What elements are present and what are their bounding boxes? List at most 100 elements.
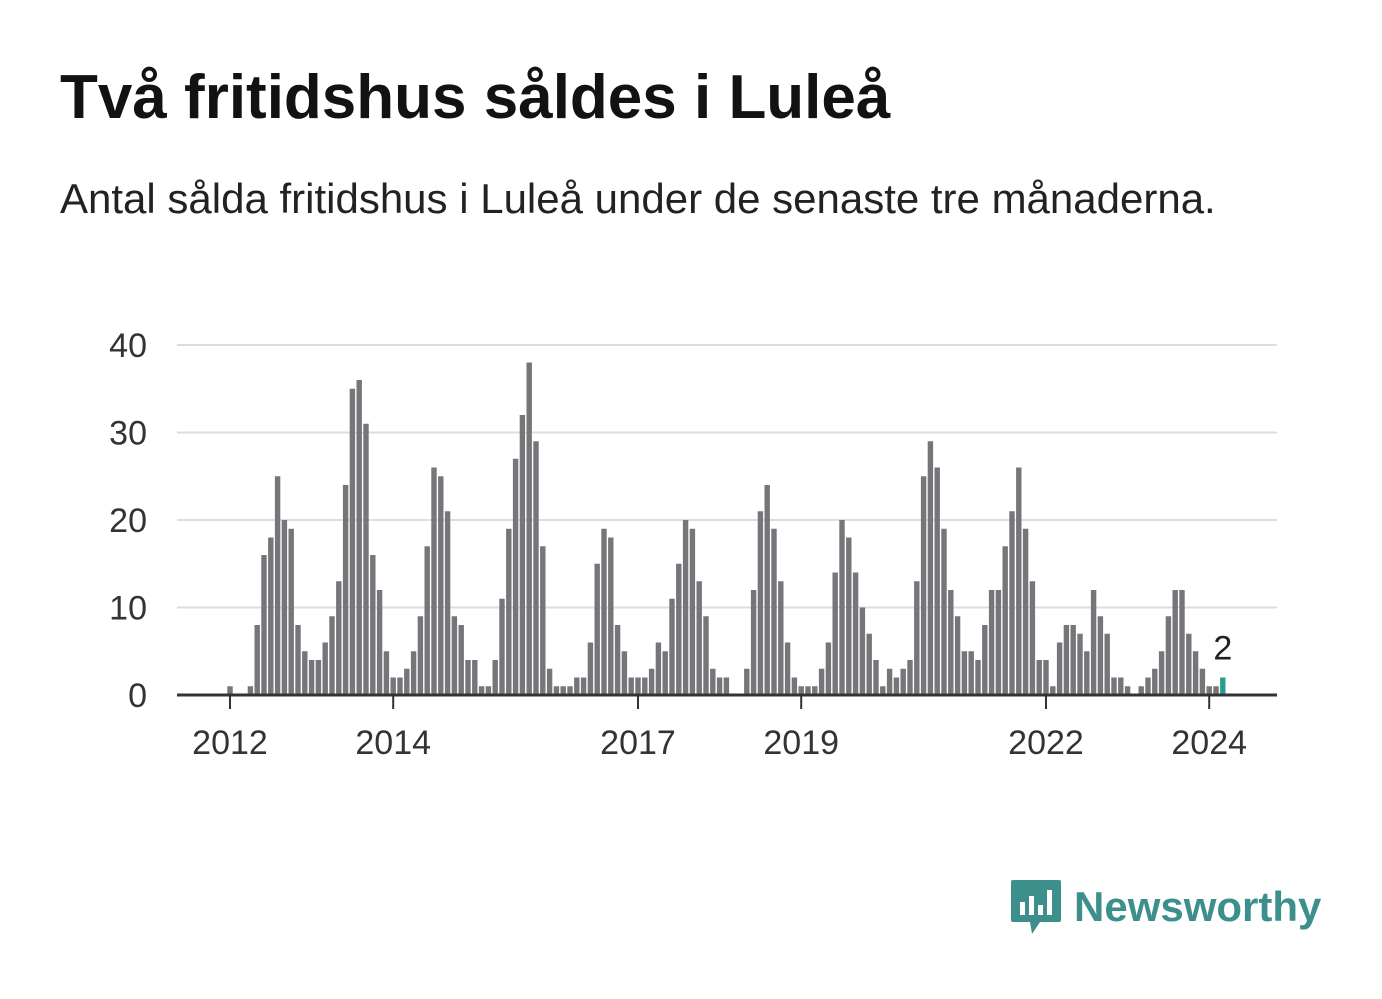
bar <box>648 668 655 695</box>
bar <box>1029 581 1036 695</box>
bar <box>1158 651 1165 695</box>
bar <box>1022 528 1029 695</box>
bar <box>1084 651 1090 695</box>
bar <box>873 660 879 695</box>
bar <box>764 485 770 695</box>
bar <box>390 677 396 695</box>
bar <box>580 677 587 695</box>
bar <box>1118 677 1124 695</box>
bar <box>492 660 498 695</box>
bar <box>478 686 485 695</box>
bar <box>642 677 648 695</box>
bar <box>1199 668 1206 695</box>
y-tick-label: 20 <box>109 502 147 540</box>
bar <box>662 651 668 695</box>
bar <box>1124 686 1131 695</box>
bar <box>635 677 641 695</box>
x-tick-label: 2022 <box>1008 724 1084 762</box>
bar <box>308 660 315 695</box>
bar <box>1172 590 1178 695</box>
bar <box>485 686 492 695</box>
bar <box>716 677 723 695</box>
bar <box>472 660 478 695</box>
bar <box>628 677 634 695</box>
bar <box>655 642 662 695</box>
bar <box>744 668 750 695</box>
highlight-value-label: 2 <box>1213 630 1232 668</box>
bar <box>356 380 362 695</box>
bar <box>839 520 845 695</box>
bar <box>1090 590 1097 695</box>
bar <box>1077 633 1083 695</box>
bar <box>1097 616 1104 695</box>
bar <box>1056 642 1063 695</box>
bar <box>288 528 294 695</box>
bar <box>553 686 560 695</box>
bar <box>798 686 804 695</box>
highlighted-bar <box>1220 677 1226 695</box>
bar <box>1036 660 1042 695</box>
x-tick-label: 2014 <box>355 724 431 762</box>
bar <box>281 520 288 695</box>
bar <box>1165 616 1172 695</box>
bar <box>703 616 709 695</box>
bar <box>669 598 675 695</box>
bar <box>1138 686 1144 695</box>
bar <box>322 642 328 695</box>
bar <box>696 581 702 695</box>
bar <box>757 511 764 695</box>
bar <box>540 546 546 695</box>
bar <box>1145 677 1151 695</box>
bar <box>689 528 696 695</box>
chart-subtitle: Antal sålda fritidshus i Luleå under de … <box>60 175 1216 222</box>
chart-title: Två fritidshus såldes i Luleå <box>60 63 891 132</box>
bar <box>417 616 424 695</box>
bar <box>1002 546 1008 695</box>
bar <box>274 476 281 695</box>
bar <box>431 467 437 695</box>
bar <box>961 651 968 695</box>
bar <box>376 590 383 695</box>
bar <box>465 660 471 695</box>
bar <box>295 625 301 695</box>
bar <box>907 660 913 695</box>
bar <box>941 528 947 695</box>
bar <box>506 528 512 695</box>
bar <box>682 520 689 695</box>
bar <box>750 590 757 695</box>
bar-chart-speech-bubble-icon <box>1011 880 1061 934</box>
bar <box>778 581 784 695</box>
bar <box>499 598 505 695</box>
bar <box>526 362 532 695</box>
bar <box>934 467 940 695</box>
bar <box>818 668 825 695</box>
bar <box>451 616 458 695</box>
x-tick-label: 2024 <box>1171 724 1247 762</box>
bar <box>812 686 818 695</box>
bar <box>1050 686 1056 695</box>
bar <box>247 686 254 695</box>
bar <box>805 686 811 695</box>
bar <box>880 686 886 695</box>
y-tick-label: 40 <box>109 327 147 365</box>
bar <box>519 415 526 695</box>
bar <box>1206 686 1212 695</box>
bar <box>336 581 342 695</box>
bar <box>560 686 566 695</box>
bar <box>601 528 607 695</box>
bar <box>227 686 233 695</box>
bar <box>900 668 906 695</box>
bar <box>512 458 519 695</box>
bar <box>268 537 274 695</box>
bar <box>852 572 859 695</box>
bar <box>383 651 390 695</box>
bar <box>948 590 954 695</box>
bar <box>261 555 267 695</box>
bar <box>1063 625 1070 695</box>
bar <box>1192 651 1199 695</box>
bar <box>1111 677 1117 695</box>
bar <box>608 537 614 695</box>
bar <box>546 668 553 695</box>
x-tick-label: 2019 <box>763 724 839 762</box>
